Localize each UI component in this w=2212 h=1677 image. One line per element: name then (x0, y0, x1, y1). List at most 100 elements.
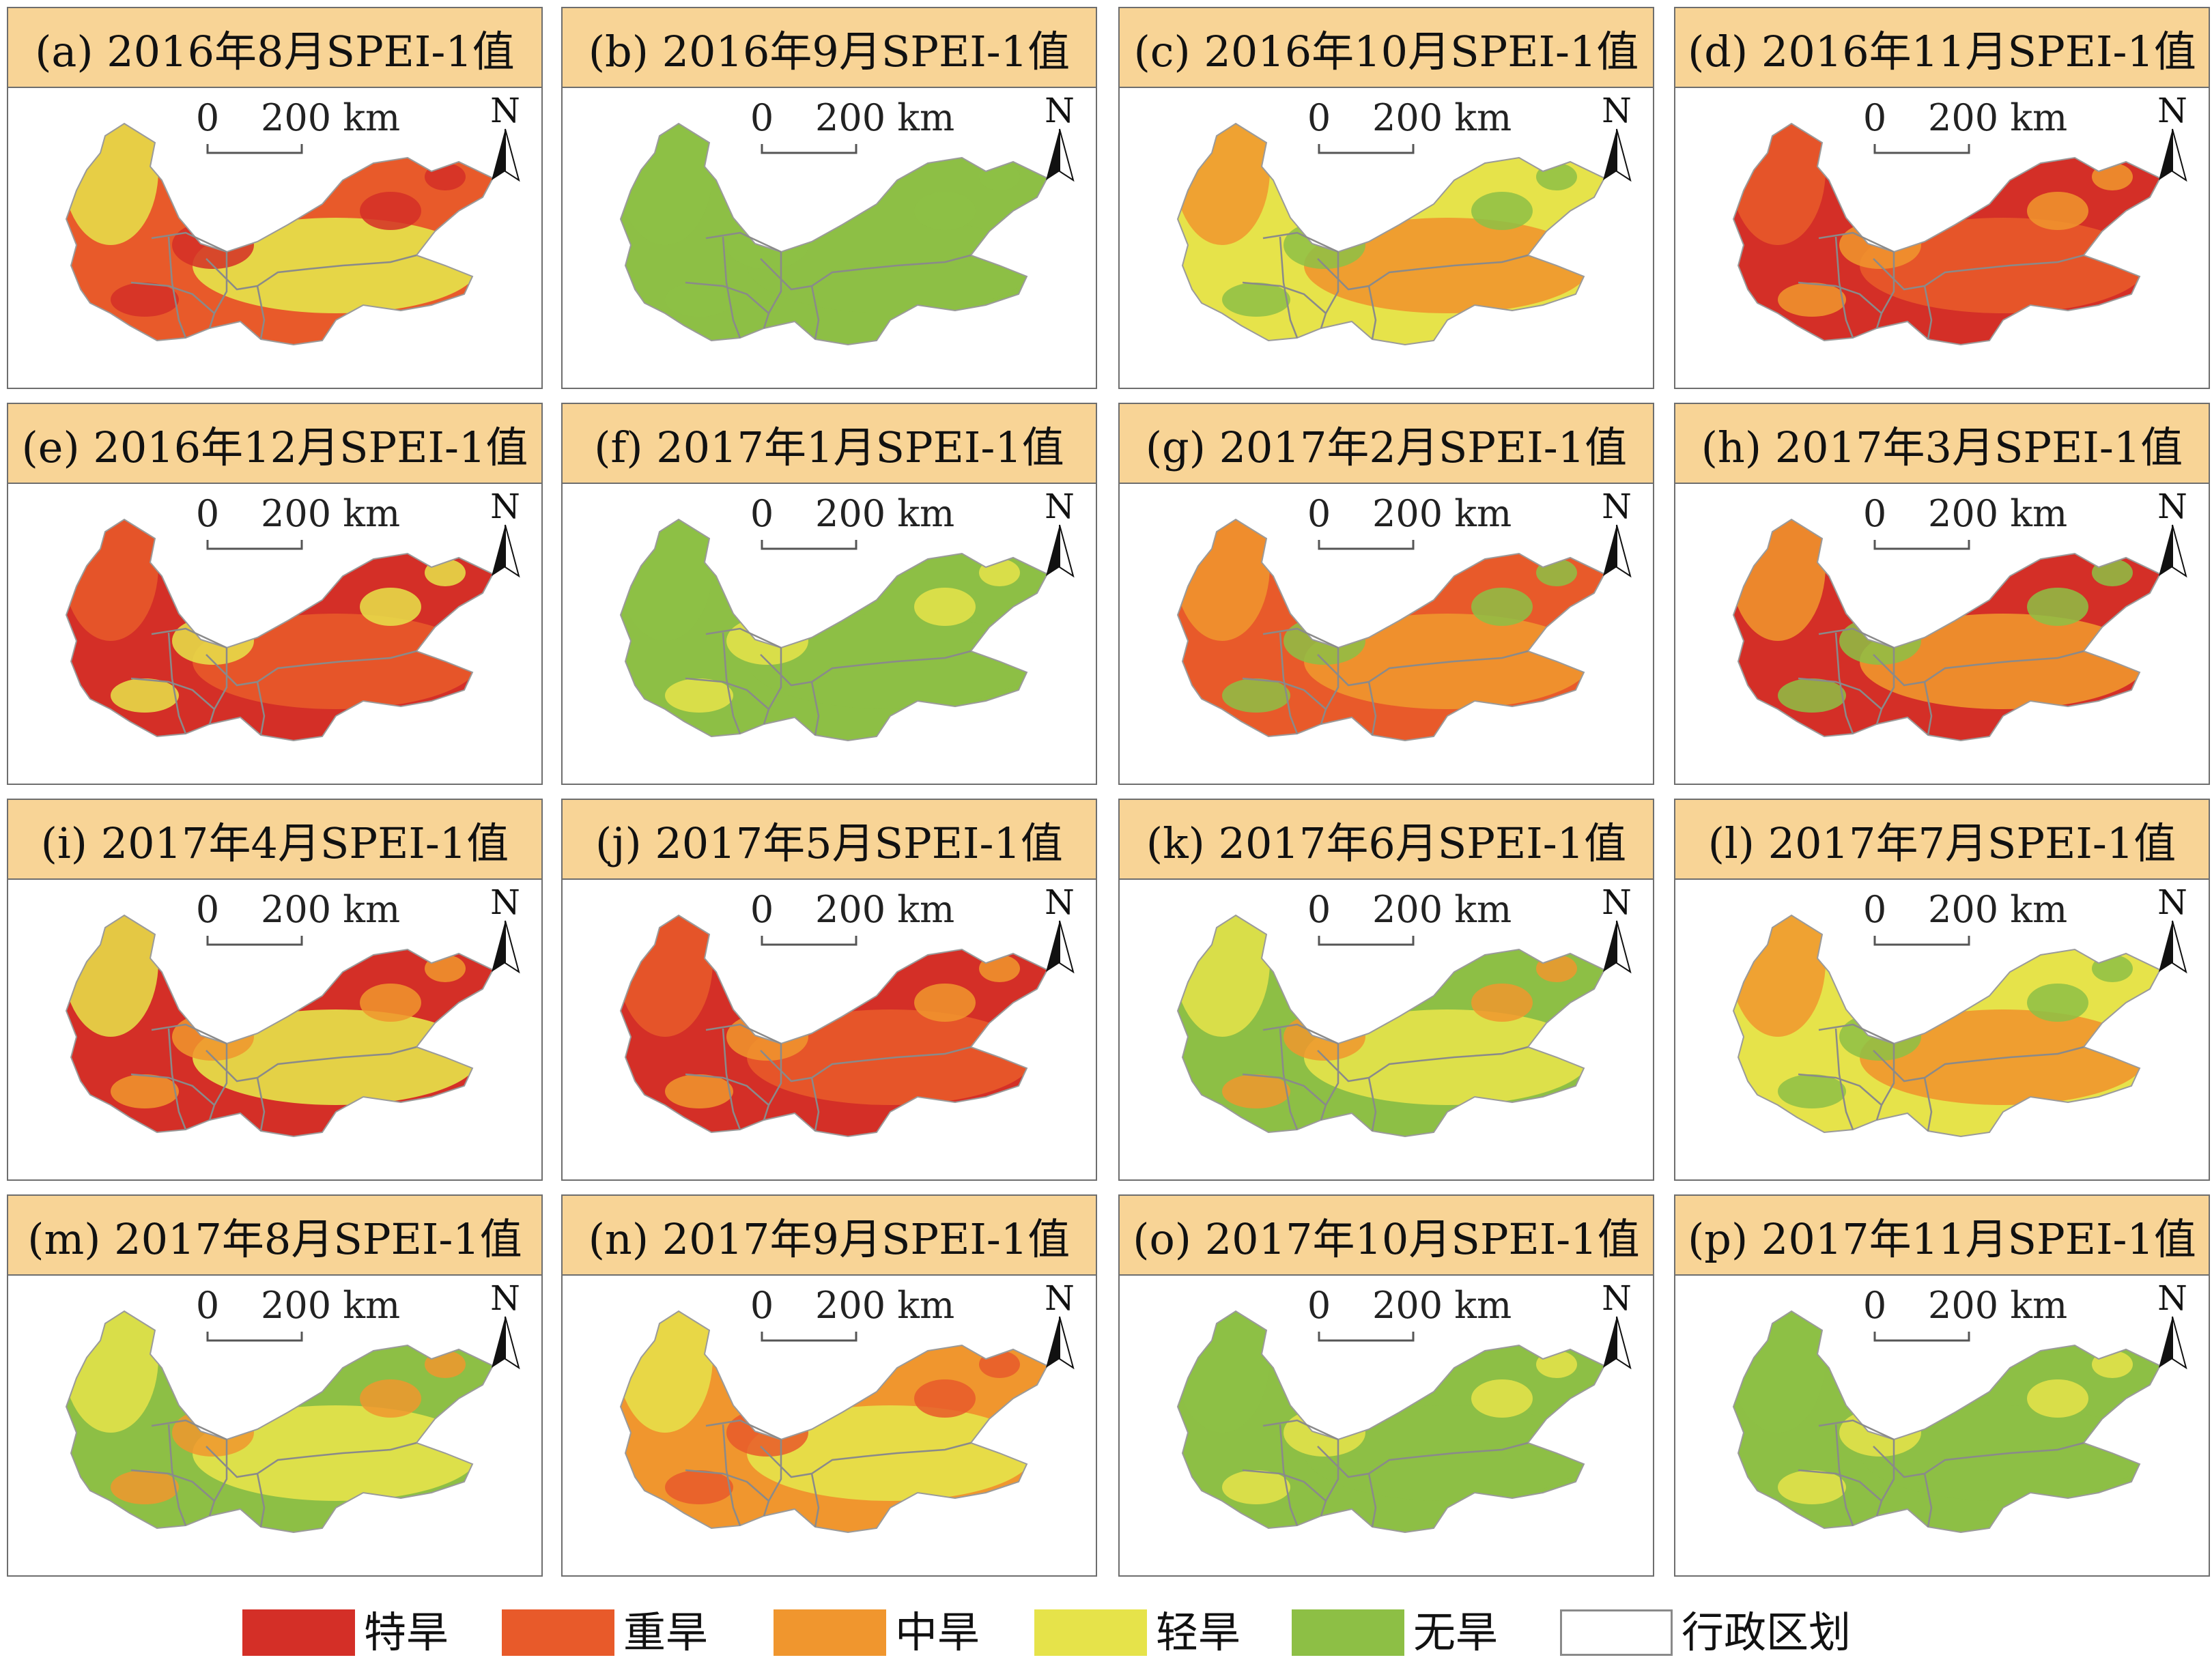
panel-title: (h) 2017年3月SPEI-1值 (1674, 403, 2210, 484)
north-arrow-icon (1059, 920, 1075, 974)
admin-boundary (205, 650, 417, 687)
admin-boundary (810, 285, 820, 340)
scale-bar-zero: 0 (1307, 96, 1331, 139)
scale-bar (1318, 1332, 1415, 1342)
north-letter: N (490, 883, 520, 922)
north-letter: N (490, 487, 520, 526)
scale-bar (1318, 144, 1415, 154)
region-outline (619, 518, 1049, 742)
admin-boundary (1262, 1023, 1339, 1045)
admin-boundary (810, 681, 820, 736)
admin-boundary (1818, 1419, 1895, 1441)
drought-class-area (914, 192, 976, 230)
drought-map: 0 200 km N (1674, 87, 2210, 389)
north-letter: N (2157, 1278, 2187, 1318)
region-outline (1732, 914, 2161, 1138)
admin-boundary (1834, 1028, 1854, 1130)
scale-bar (206, 540, 303, 550)
admin-boundary (1798, 1073, 1882, 1106)
north-letter: N (1602, 883, 1632, 922)
scale-bar-label: 200 km (261, 1284, 400, 1327)
north-letter: N (490, 91, 520, 130)
scale-bar-label: 200 km (1928, 492, 2067, 535)
admin-boundary (130, 1469, 215, 1502)
admin-boundary (1367, 1077, 1377, 1132)
legend-label: 行政区划 (1682, 1607, 1852, 1657)
scale-bar-label: 200 km (1928, 1284, 2067, 1327)
admin-boundary (685, 1073, 769, 1106)
drought-map-svg: 0 200 km N (619, 487, 1075, 742)
scale-bar-label: 200 km (815, 96, 954, 139)
admin-boundary (1875, 1439, 1895, 1517)
admin-boundary (256, 1473, 266, 1528)
region-outline (619, 1310, 1049, 1534)
admin-boundary (1923, 1077, 1933, 1132)
scale-bar-label: 200 km (261, 96, 400, 139)
admin-boundary (1873, 254, 2084, 291)
admin-boundary (1279, 1424, 1299, 1526)
scale-bar-zero: 0 (196, 888, 219, 931)
panel-title: (b) 2016年9月SPEI-1值 (561, 7, 1097, 88)
legend-swatch (1292, 1609, 1404, 1656)
north-arrow-icon (2172, 920, 2187, 974)
drought-class-area (914, 1379, 976, 1418)
admin-boundary (760, 1442, 972, 1478)
scale-bar-zero: 0 (1307, 1284, 1331, 1327)
map-panel-grid: (a) 2016年8月SPEI-1值 0 200 km N (b) 2016年9月SPE… (7, 7, 2210, 1577)
scale-bar-zero: 0 (196, 96, 219, 139)
scale-bar-label: 200 km (1372, 492, 1512, 535)
admin-boundary (1798, 677, 1882, 710)
scale-bar-zero: 0 (750, 492, 774, 535)
north-arrow-icon (1046, 525, 1060, 576)
drought-class-area (1222, 678, 1290, 713)
panel-title: (o) 2017年10月SPEI-1值 (1118, 1194, 1654, 1276)
admin-boundary (1875, 252, 1895, 329)
drought-map-svg: 0 200 km N (65, 91, 520, 346)
region-outline (1176, 122, 1606, 346)
admin-boundary (1320, 252, 1339, 329)
panel-title: (a) 2016年8月SPEI-1值 (7, 7, 543, 88)
legend-label: 特旱 (364, 1607, 449, 1657)
admin-boundary (1317, 1442, 1529, 1478)
admin-boundary (205, 1442, 417, 1478)
admin-boundary (167, 632, 187, 734)
scale-bar (761, 540, 857, 550)
admin-boundary (167, 1424, 187, 1526)
admin-boundary (1317, 1046, 1529, 1083)
drought-class-area (1733, 1311, 1826, 1433)
drought-class-area (621, 1311, 713, 1433)
drought-map: 0 200 km N (1674, 1274, 2210, 1577)
drought-class-area (1778, 1470, 1846, 1504)
drought-map-svg: 0 200 km N (1176, 91, 1632, 346)
admin-boundary (1818, 1023, 1895, 1045)
admin-boundary (1262, 1419, 1339, 1441)
north-arrow-icon (505, 524, 520, 578)
admin-boundary (1873, 1442, 2084, 1478)
north-letter: N (1045, 883, 1075, 922)
north-arrow-icon (1046, 1317, 1060, 1368)
drought-class-area (66, 915, 158, 1037)
map-panel: (p) 2017年11月SPEI-1值 0 200 km N (1674, 1194, 2210, 1577)
scale-bar (1873, 1332, 1970, 1342)
region-outline (619, 914, 1049, 1138)
admin-boundary (1279, 1028, 1299, 1130)
panel-title: (g) 2017年2月SPEI-1值 (1118, 403, 1654, 484)
drought-map: 0 200 km N (561, 1274, 1097, 1577)
north-arrow-icon (1059, 128, 1075, 182)
legend-swatch (774, 1609, 886, 1656)
admin-boundary (130, 1073, 215, 1106)
admin-boundary (167, 1028, 187, 1130)
panel-title: (m) 2017年8月SPEI-1值 (7, 1194, 543, 1276)
panel-title: (j) 2017年5月SPEI-1值 (561, 799, 1097, 880)
scale-bar-label: 200 km (1372, 1284, 1512, 1327)
scale-bar-zero: 0 (1863, 888, 1886, 931)
drought-class-area (1178, 519, 1270, 641)
north-arrow-icon (505, 1316, 520, 1370)
drought-map-svg: 0 200 km N (1176, 1278, 1632, 1534)
panel-title: (k) 2017年6月SPEI-1值 (1118, 799, 1654, 880)
drought-class-area (665, 283, 733, 317)
scale-bar (1873, 144, 1970, 154)
drought-class-area (66, 124, 158, 245)
map-panel: (h) 2017年3月SPEI-1值 0 200 km N (1674, 403, 2210, 785)
drought-map-svg: 0 200 km N (1732, 883, 2187, 1138)
